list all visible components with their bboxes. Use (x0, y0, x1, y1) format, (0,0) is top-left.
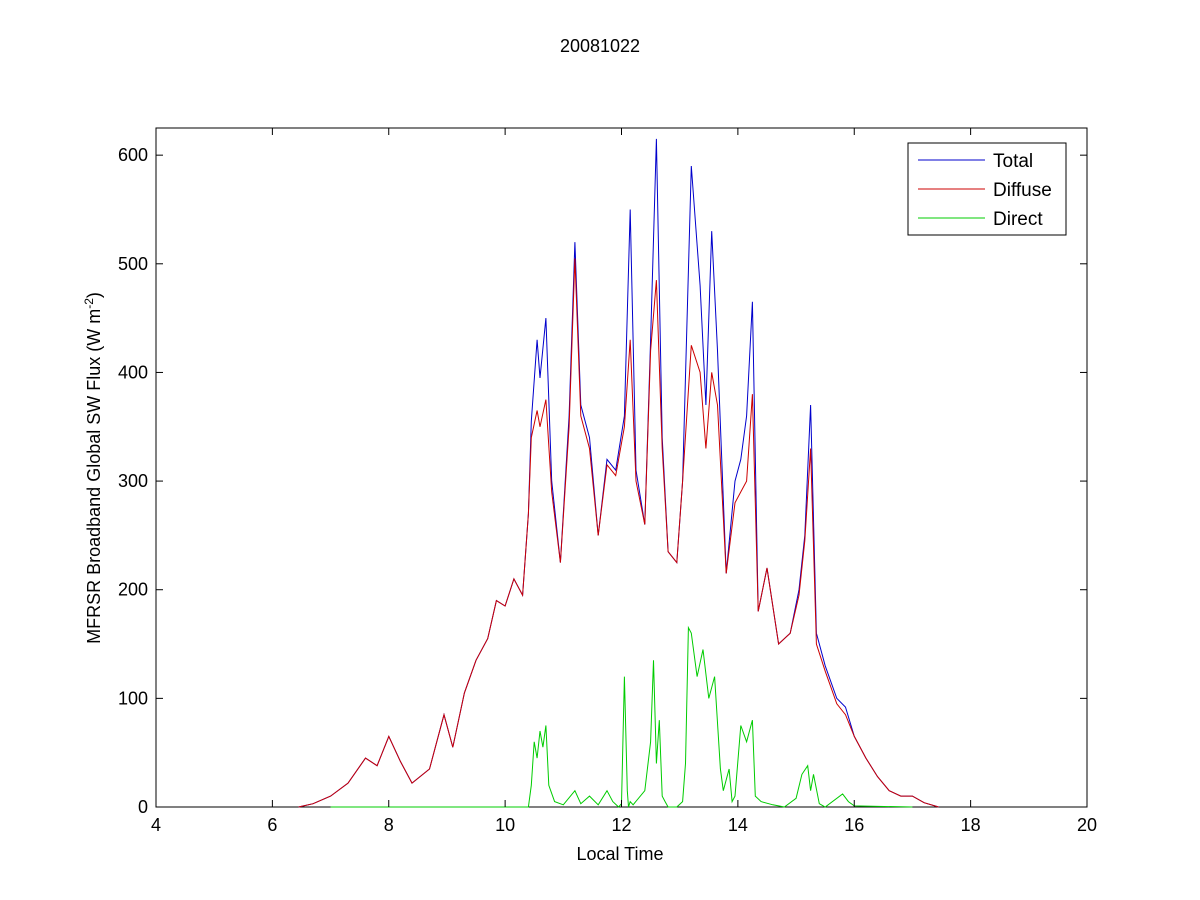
series-line-direct (330, 625, 913, 808)
y-axis-label-superscript: -2 (82, 298, 96, 309)
y-tick-label: 600 (118, 145, 148, 165)
y-axis-label: MFRSR Broadband Global SW Flux (W m-2) (82, 292, 104, 644)
x-tick-label: 10 (495, 815, 515, 835)
x-tick-label: 8 (384, 815, 394, 835)
x-tick-label: 14 (728, 815, 748, 835)
x-tick-label: 4 (151, 815, 161, 835)
chart-title: 20081022 (560, 36, 640, 56)
series-line-diffuse (298, 258, 939, 808)
legend-label-diffuse: Diffuse (993, 180, 1052, 201)
y-tick-label: 200 (118, 580, 148, 600)
x-tick-label: 16 (844, 815, 864, 835)
x-tick-label: 20 (1077, 815, 1097, 835)
y-tick-label: 400 (118, 362, 148, 382)
legend-label-direct: Direct (993, 209, 1043, 230)
y-tick-label: 0 (138, 797, 148, 817)
x-axis-label: Local Time (576, 844, 663, 864)
x-tick-label: 12 (611, 815, 631, 835)
legend-label-total: Total (993, 151, 1033, 172)
y-tick-label: 500 (118, 254, 148, 274)
x-tick-label: 6 (267, 815, 277, 835)
x-tick-label: 18 (961, 815, 981, 835)
y-axis-label-main: MFRSR Broadband Global SW Flux (W m (84, 309, 104, 644)
y-axis-label-end: ) (84, 292, 104, 298)
legend: Total Diffuse Direct (907, 142, 1067, 236)
y-tick-label: 100 (118, 688, 148, 708)
y-tick-label: 300 (118, 471, 148, 491)
plot-area (155, 127, 1088, 808)
series-layer (298, 138, 939, 808)
